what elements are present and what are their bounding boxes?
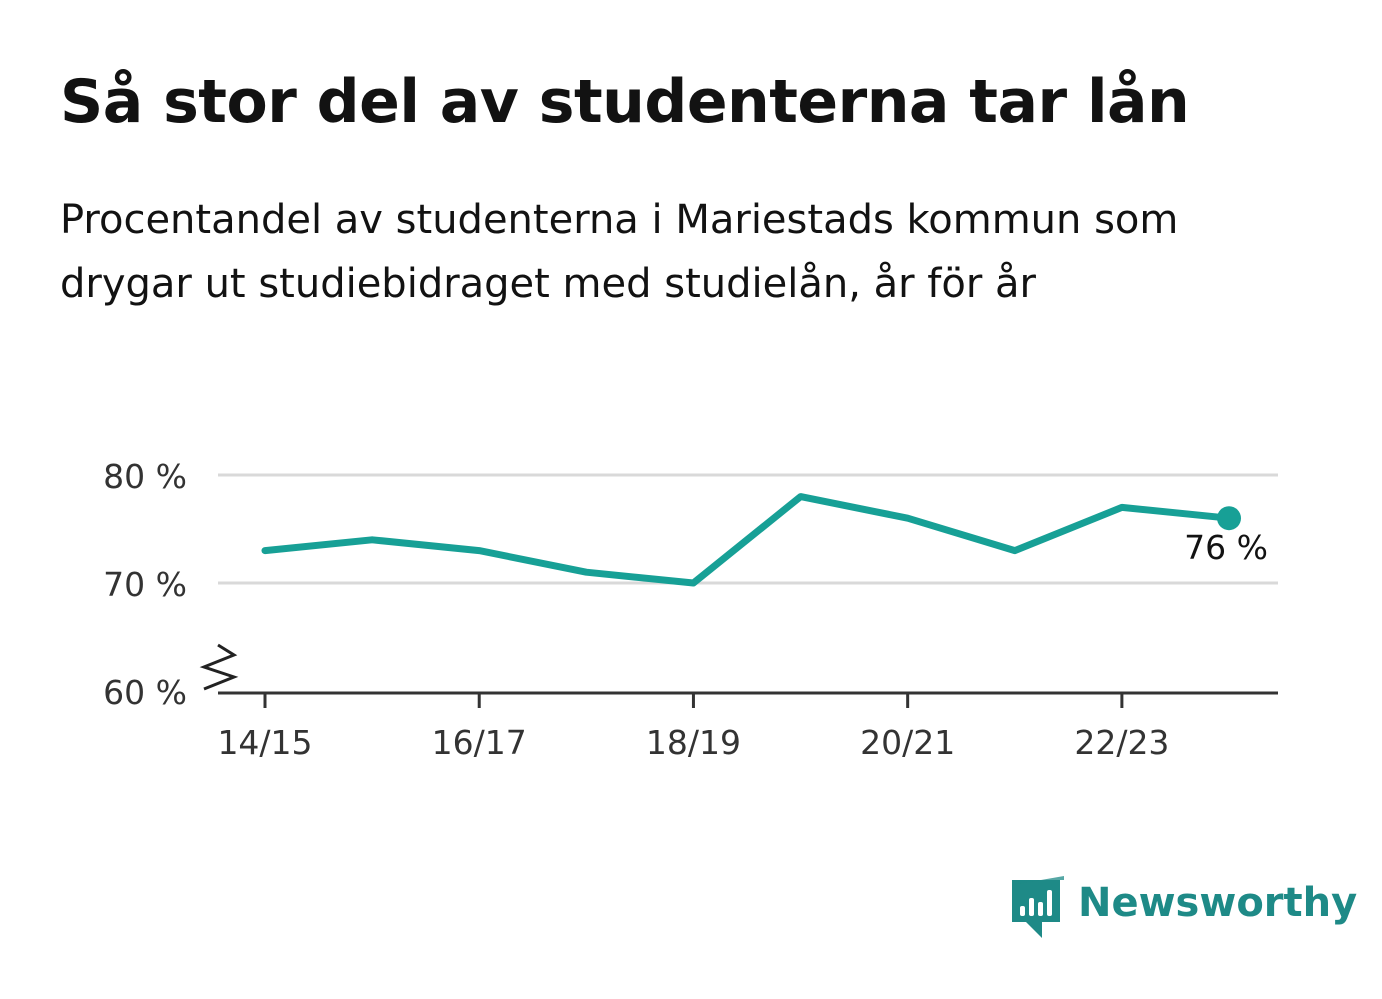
newsworthy-bar-chart-bubble-icon bbox=[1012, 876, 1064, 938]
end-point-marker bbox=[1217, 506, 1241, 531]
y-tick-label: 80 % bbox=[103, 457, 187, 496]
chart-subtitle: Procentandel av studenterna i Mariestads… bbox=[60, 197, 1179, 307]
x-tick-label: 16/17 bbox=[432, 723, 527, 762]
x-tick-label: 22/23 bbox=[1074, 723, 1169, 762]
newsworthy-logo: Newsworthy bbox=[1010, 872, 1357, 942]
x-tick-label: 20/21 bbox=[860, 723, 955, 762]
brand-name: Newsworthy bbox=[1078, 880, 1358, 926]
x-tick-label: 14/15 bbox=[217, 723, 312, 762]
line-chart: 60 % 70 % 80 % 14/15 16/17 18/19 20/21 22/23 76 … bbox=[103, 457, 1278, 762]
end-value-label: 76 % bbox=[1184, 528, 1268, 567]
y-tick-label: 60 % bbox=[103, 673, 187, 712]
series-line bbox=[261, 493, 1233, 587]
y-tick-label: 70 % bbox=[103, 565, 187, 604]
chart-title: Så stor del av studenterna tar lån bbox=[60, 67, 1190, 137]
y-axis-break-marker bbox=[199, 643, 239, 691]
x-tick-label: 18/19 bbox=[646, 723, 741, 762]
